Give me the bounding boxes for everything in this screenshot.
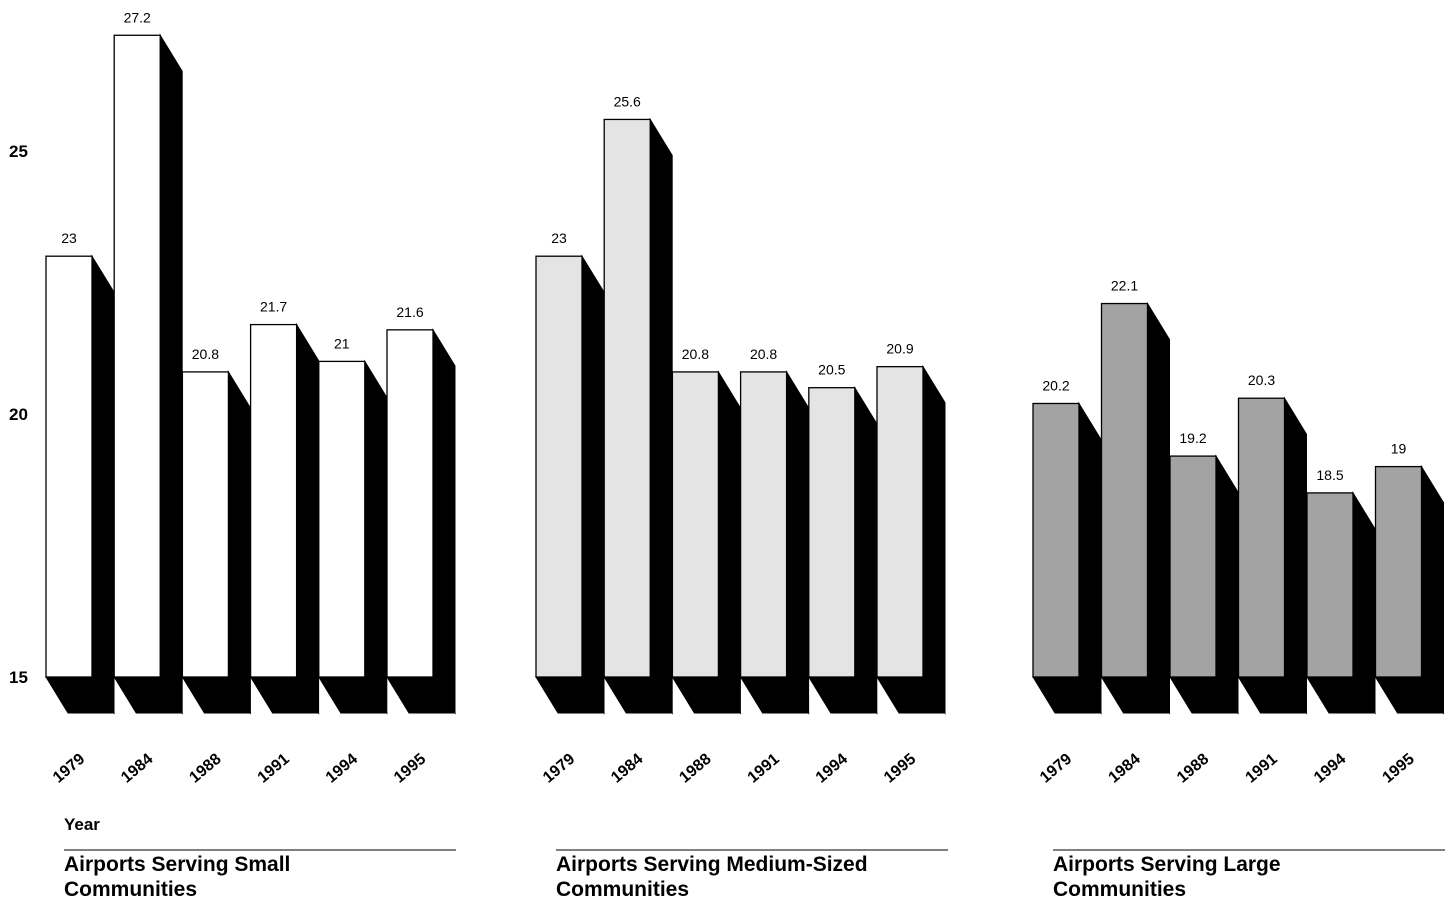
x-tick-label: 1994 — [813, 751, 851, 787]
y-tick-label: 25 — [9, 142, 28, 161]
bar — [1032, 402, 1080, 678]
bar-side — [432, 328, 456, 715]
panel-title: Airports Serving Small — [64, 853, 290, 876]
bar — [45, 255, 93, 678]
bar-side — [922, 364, 946, 715]
bar-side — [227, 370, 251, 715]
x-tick-label: 1991 — [745, 751, 783, 787]
x-tick-label: 1995 — [881, 751, 919, 787]
bar-value-label: 21.7 — [260, 299, 287, 315]
x-tick-label: 1988 — [1174, 751, 1212, 787]
bar-side — [159, 33, 183, 715]
bar — [535, 255, 583, 678]
bar-side — [1421, 464, 1444, 715]
bar-value-label: 25.6 — [614, 93, 641, 109]
panel-title: Communities — [556, 878, 689, 901]
y-tick-label: 20 — [9, 405, 28, 424]
bar — [603, 118, 651, 678]
x-axis-label: Year — [64, 815, 100, 834]
bar — [739, 371, 788, 678]
bar-value-label: 20.9 — [886, 341, 913, 357]
bar-side — [1284, 396, 1307, 715]
bar-side — [649, 117, 673, 715]
bar — [671, 371, 720, 678]
bar-side — [1352, 491, 1376, 715]
bar-side — [1147, 301, 1170, 715]
y-tick-label: 15 — [9, 668, 28, 687]
panel-title: Communities — [1053, 878, 1186, 901]
x-tick-label: 1988 — [186, 751, 224, 787]
x-tick-label: 1995 — [1380, 751, 1418, 787]
bar-value-label: 20.5 — [818, 362, 845, 378]
panel-title: Communities — [64, 878, 197, 901]
bar — [1169, 455, 1217, 678]
x-tick-label: 1984 — [608, 751, 646, 787]
x-tick-label: 1979 — [1037, 751, 1075, 787]
bar-side — [854, 385, 878, 715]
bar-value-label: 20.3 — [1248, 372, 1275, 388]
bar — [386, 329, 434, 678]
x-tick-label: 1991 — [255, 751, 293, 787]
panel-title: Airports Serving Medium-Sized — [556, 853, 868, 876]
bar — [1374, 465, 1423, 678]
bar-value-label: 23 — [61, 230, 77, 246]
x-tick-label: 1984 — [1106, 751, 1144, 787]
x-tick-label: 1991 — [1243, 751, 1281, 787]
bar-value-label: 22.1 — [1111, 278, 1138, 294]
bar-value-label: 20.8 — [192, 346, 219, 362]
bar — [1237, 397, 1286, 678]
bar-value-label: 19.2 — [1179, 430, 1206, 446]
bar-side — [296, 322, 320, 715]
bar — [876, 366, 924, 678]
bar-value-label: 18.5 — [1316, 467, 1343, 483]
x-tick-label: 1979 — [50, 751, 88, 787]
bar — [181, 371, 230, 678]
bar — [249, 323, 298, 678]
bar-side — [91, 254, 115, 715]
x-tick-label: 1995 — [391, 751, 429, 787]
bar-side — [1078, 401, 1102, 715]
bar-side — [581, 254, 605, 715]
bar-value-label: 20.8 — [682, 346, 709, 362]
bar-side — [364, 359, 388, 715]
x-tick-label: 1979 — [540, 751, 578, 787]
bar-side — [786, 370, 810, 715]
bar — [1100, 302, 1149, 678]
bar — [1306, 492, 1354, 678]
bar-value-label: 21.6 — [396, 304, 423, 320]
bar-side — [1215, 454, 1239, 715]
x-tick-label: 1994 — [323, 751, 361, 787]
bar — [808, 387, 856, 678]
bar-side — [717, 370, 741, 715]
x-tick-label: 1994 — [1311, 751, 1349, 787]
panel-title: Airports Serving Large — [1053, 853, 1281, 876]
bar — [318, 360, 366, 678]
bar-value-label: 20.2 — [1042, 377, 1069, 393]
bar-value-label: 23 — [551, 230, 567, 246]
bar-value-label: 27.2 — [124, 9, 151, 25]
bar — [113, 34, 161, 678]
x-tick-label: 1984 — [118, 751, 156, 787]
bar-value-label: 20.8 — [750, 346, 777, 362]
x-tick-label: 1988 — [676, 751, 714, 787]
bar-value-label: 19 — [1391, 441, 1407, 457]
bar-value-label: 21 — [334, 335, 350, 351]
